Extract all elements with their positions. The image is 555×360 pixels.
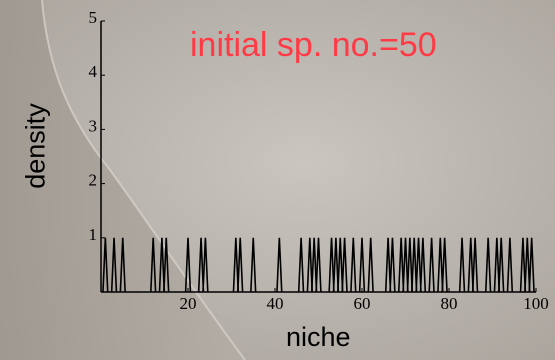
y-tick-label: 2 [89,171,98,190]
x-axis-label: niche [286,322,351,352]
density-peak [232,237,240,293]
density-peak [415,237,422,293]
density-peak [506,237,514,293]
density-peak [328,237,335,293]
x-tick-label: 40 [267,294,284,313]
density-series [102,237,535,293]
density-peak [315,237,322,293]
y-tick-label: 4 [89,62,98,81]
density-peak [202,237,209,293]
density-peak [110,237,118,293]
chart-axes [100,21,536,293]
density-peak [498,237,505,293]
density-peak [428,237,435,293]
density-peak [411,237,418,293]
density-peak [163,237,170,293]
density-peak [358,237,366,293]
x-tick-label: 60 [354,294,371,313]
density-peak [528,237,535,293]
density-peak [306,237,313,293]
x-tick-label: 80 [441,294,458,313]
density-peak [406,237,414,293]
density-peak [484,237,492,293]
chart-title: initial sp. no.=50 [190,26,437,64]
density-peak [467,237,474,293]
density-peak [384,237,392,293]
density-peak [297,237,305,293]
chart-ticks: 1 2 3 4 5 20 40 60 80 100 [89,8,549,313]
density-peak [458,237,466,293]
density-peak [402,237,409,293]
x-tick-label: 20 [180,294,197,313]
density-peak [276,237,283,293]
density-peak [419,237,427,293]
density-peak [519,237,527,293]
x-tick-label: 100 [523,294,549,313]
density-peak [350,237,357,293]
density-peak [524,237,531,293]
density-peak [437,237,444,293]
density-peak [197,237,205,293]
density-peak [341,237,348,293]
y-tick-label: 1 [89,225,98,244]
density-peak [310,237,318,293]
density-peak [493,237,501,293]
density-peak [119,237,126,293]
density-peak [102,237,109,293]
density-peak [337,237,344,293]
density-peak [389,237,396,293]
y-tick-label: 3 [89,116,98,135]
density-peak [367,237,374,293]
background-arc-edge [41,0,246,360]
density-peak [441,237,448,293]
density-peak [332,237,340,293]
density-peak [397,237,405,293]
y-tick-label: 5 [89,8,98,27]
density-peak [184,237,192,293]
density-peak [150,237,157,293]
density-peak [471,237,479,293]
y-axis-label: density [20,103,51,189]
density-peak [237,237,244,293]
density-peak [158,237,166,293]
density-peak [250,237,257,293]
